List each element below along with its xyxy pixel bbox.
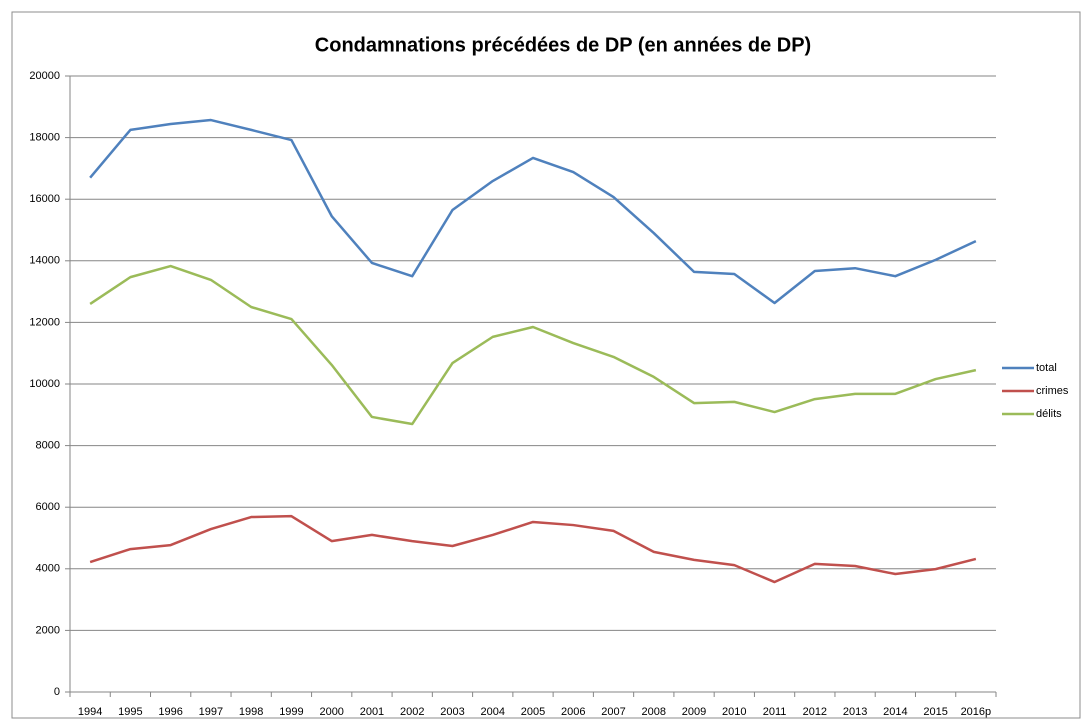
x-tick-label: 2003 [440, 706, 464, 718]
x-tick-label: 2004 [480, 706, 504, 718]
x-tick-label: 2011 [763, 706, 787, 718]
legend-label: délits [1036, 408, 1062, 420]
x-tick-label: 2001 [360, 706, 384, 718]
x-tick-label: 1997 [199, 706, 223, 718]
y-tick-label: 14000 [29, 255, 60, 267]
x-tick-label: 2014 [883, 706, 907, 718]
chart-title: Condamnations précédées de DP (en années… [315, 34, 811, 56]
x-tick-label: 2008 [642, 706, 666, 718]
x-tick-label: 2013 [843, 706, 867, 718]
x-tick-label: 2002 [400, 706, 424, 718]
legend-label: crimes [1036, 385, 1069, 397]
x-tick-label: 2000 [319, 706, 343, 718]
x-tick-label: 1999 [279, 706, 303, 718]
line-series [89, 514, 977, 584]
y-tick-label: 18000 [29, 132, 60, 144]
y-tick-label: 4000 [36, 563, 60, 575]
x-tick-label: 2016p [961, 706, 992, 718]
legend-label: total [1036, 362, 1057, 374]
y-tick-label: 10000 [29, 378, 60, 390]
line-series [89, 118, 977, 305]
y-tick-label: 16000 [29, 193, 60, 205]
x-tick-label: 1998 [239, 706, 263, 718]
x-tick-label: 1996 [158, 706, 182, 718]
y-tick-label: 6000 [36, 501, 60, 513]
x-tick-label: 2007 [601, 706, 625, 718]
y-tick-label: 2000 [36, 624, 60, 636]
y-tick-label: 8000 [36, 440, 60, 452]
x-tick-label: 2015 [923, 706, 947, 718]
y-tick-label: 12000 [29, 316, 60, 328]
y-tick-label: 0 [54, 686, 60, 698]
y-tick-label: 20000 [29, 70, 60, 82]
x-tick-label: 2010 [722, 706, 746, 718]
x-tick-label: 1995 [118, 706, 142, 718]
chart-border [11, 11, 1081, 719]
x-tick-label: 2006 [561, 706, 585, 718]
x-tick-label: 2005 [521, 706, 545, 718]
x-tick-label: 1994 [78, 706, 102, 718]
line-series [89, 264, 977, 426]
x-tick-label: 2009 [682, 706, 706, 718]
x-tick-label: 2012 [803, 706, 827, 718]
